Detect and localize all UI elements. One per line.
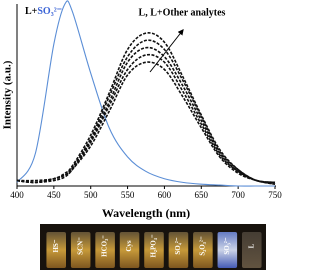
vial-label: HS⁻ bbox=[52, 239, 60, 252]
vial bbox=[217, 232, 238, 268]
x-tick-label: 450 bbox=[47, 190, 61, 200]
y-axis-label: Intensity (a.u.) bbox=[2, 60, 14, 129]
vial-label: SCN⁻ bbox=[76, 237, 84, 255]
vial-label: Cys bbox=[125, 240, 133, 252]
annotation: L, L+Other analytes bbox=[139, 7, 226, 18]
figure: Intensity (a.u.) Wavelength (nm) L+SO₃²⁻… bbox=[2, 0, 282, 270]
x-tick-label: 700 bbox=[231, 190, 245, 200]
x-tick-label: 600 bbox=[158, 190, 172, 200]
vial bbox=[95, 232, 115, 268]
vial-label: L bbox=[247, 243, 255, 248]
vial bbox=[168, 232, 189, 268]
x-tick-label: 750 bbox=[268, 190, 282, 200]
vial bbox=[119, 232, 140, 268]
annotation: L+SO₃²⁻ bbox=[25, 6, 62, 17]
x-tick-label: 400 bbox=[10, 190, 24, 200]
vial-label: HCO₃⁻ bbox=[101, 235, 109, 257]
line bbox=[16, 0, 275, 187]
line bbox=[16, 39, 276, 184]
arrow bbox=[149, 29, 184, 73]
x-axis-label: Wavelength (nm) bbox=[102, 206, 190, 220]
vials: HS⁻ SCN⁻ HCO₃⁻ Cys H₂PO₄⁻ SO₄²⁻ S₂O₃²⁻ SO₃²⁻ L bbox=[46, 232, 262, 268]
vial bbox=[70, 232, 91, 268]
vial bbox=[193, 232, 213, 268]
x-tick-label: 650 bbox=[195, 190, 209, 200]
line bbox=[16, 61, 276, 185]
vial bbox=[46, 232, 66, 268]
x-tick-label: 500 bbox=[84, 190, 98, 200]
line bbox=[16, 46, 276, 184]
vial-label: SO₃²⁻ bbox=[223, 237, 231, 255]
plot: 400 450 500 550 600 650 700 750 bbox=[10, 0, 282, 200]
line bbox=[16, 32, 276, 184]
annotation-part: L+ bbox=[25, 6, 38, 17]
vial bbox=[144, 232, 164, 268]
x-tick-label: 550 bbox=[121, 190, 135, 200]
line bbox=[16, 53, 276, 185]
annotation-part: SO₃²⁻ bbox=[37, 6, 62, 17]
vial-label: SO₄²⁻ bbox=[174, 237, 182, 255]
vial-label: S₂O₃²⁻ bbox=[198, 236, 206, 256]
vial bbox=[242, 232, 262, 268]
vial-label: H₂PO₄⁻ bbox=[150, 234, 158, 257]
